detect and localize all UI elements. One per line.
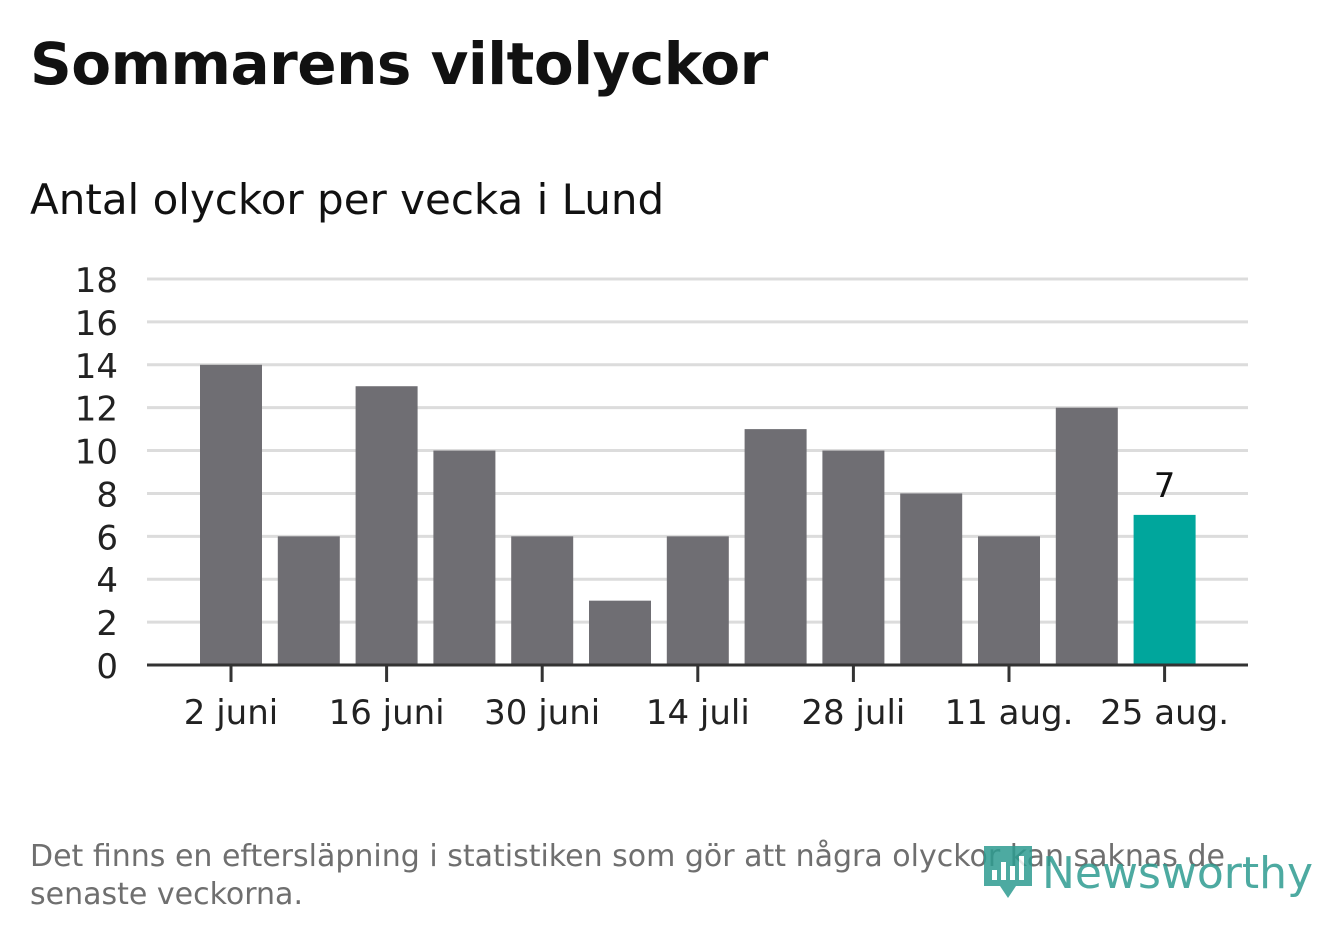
- y-tick-label: 4: [96, 561, 118, 601]
- y-tick-label: 14: [75, 347, 118, 387]
- bar: [511, 536, 574, 665]
- y-tick-label: 16: [75, 304, 118, 344]
- chart-subtitle: Antal olyckor per vecka i Lund: [30, 175, 665, 224]
- y-tick-label: 18: [75, 261, 118, 301]
- x-tick-label: 11 aug.: [945, 693, 1074, 733]
- y-tick-label: 8: [96, 475, 118, 515]
- brand-name: Newsworthy: [1042, 847, 1314, 899]
- bar: [666, 536, 729, 665]
- bar: [433, 450, 496, 665]
- y-tick-label: 0: [96, 647, 118, 687]
- y-tick-label: 2: [96, 604, 118, 644]
- bar: [589, 600, 651, 665]
- x-tick-label: 28 juli: [801, 693, 905, 733]
- y-tick-label: 12: [75, 390, 118, 430]
- bar: [822, 450, 885, 665]
- x-tick-label: 25 aug.: [1100, 693, 1229, 733]
- x-tick-label: 16 juni: [329, 693, 445, 733]
- bar: [978, 536, 1040, 665]
- y-tick-label: 6: [96, 518, 118, 558]
- bar: [1055, 407, 1118, 665]
- bar: [355, 386, 418, 665]
- y-tick-label: 10: [75, 433, 118, 473]
- bar: [1133, 514, 1196, 665]
- brand-logo: Newsworthy: [980, 842, 1313, 904]
- x-tick-label: 30 juni: [484, 693, 600, 733]
- chart-title: Sommarens viltolyckor: [30, 30, 768, 98]
- bar: [200, 364, 262, 665]
- x-tick-label: 2 juni: [184, 693, 278, 733]
- bar: [900, 493, 963, 665]
- x-tick-label: 14 juli: [646, 693, 750, 733]
- bar: [744, 429, 807, 665]
- data-label: 7: [1154, 466, 1176, 506]
- bar: [277, 536, 340, 665]
- newsworthy-logo-icon: [984, 846, 1032, 898]
